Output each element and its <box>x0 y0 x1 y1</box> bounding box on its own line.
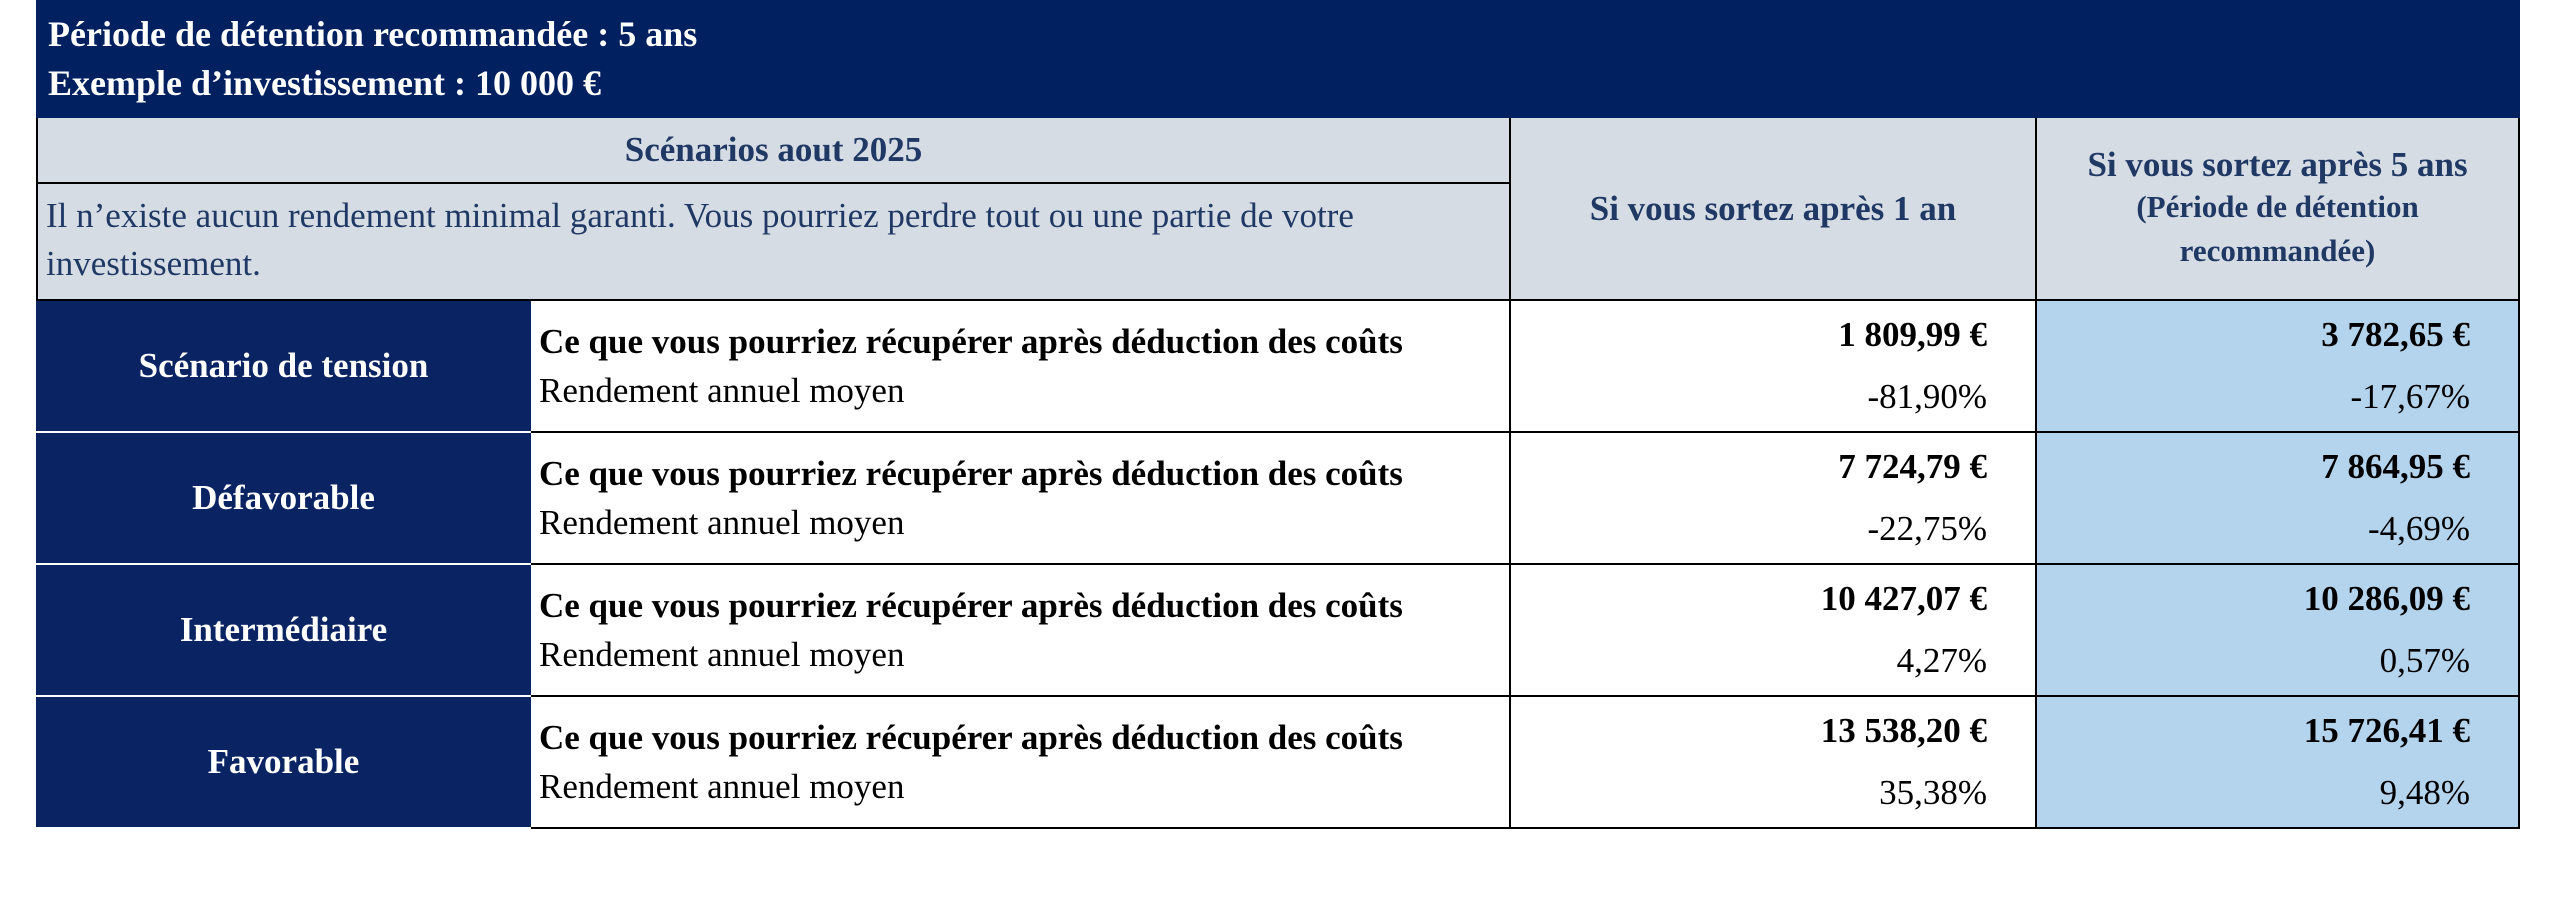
description-bold: Ce que vous pourriez récupérer après déd… <box>539 322 1403 361</box>
amount: 7 864,95 € <box>2321 447 2471 486</box>
amount: 10 286,09 € <box>2303 579 2471 618</box>
annual-return: 35,38% <box>1879 773 1987 812</box>
amount: 7 724,79 € <box>1838 447 1987 486</box>
result-5-year: 15 726,41 € 9,48% <box>2034 695 2521 829</box>
annual-return: -17,67% <box>2350 377 2471 416</box>
result-1-year: 1 809,99 € -81,90% <box>1509 299 2037 433</box>
col-5-years-note: (Période de détention recommandée) <box>2136 188 2419 268</box>
scenario-description: Ce que vous pourriez récupérer après déd… <box>529 431 1511 565</box>
annual-return: -81,90% <box>1867 377 1987 416</box>
description-bold: Ce que vous pourriez récupérer après déd… <box>539 454 1403 493</box>
header-line: Exemple d’investissement : 10 000 € <box>48 63 601 103</box>
result-1-year: 10 427,07 € 4,27% <box>1509 563 2037 697</box>
description-rest: Rendement annuel moyen <box>539 371 905 410</box>
result-5-year: 10 286,09 € 0,57% <box>2034 563 2521 697</box>
description-bold: Ce que vous pourriez récupérer après déd… <box>539 718 1403 757</box>
description-bold: Ce que vous pourriez récupérer après déd… <box>539 586 1403 625</box>
amount: 1 809,99 € <box>1838 315 1987 354</box>
scenario-row: Favorable Ce que vous pourriez récupérer … <box>36 695 2521 829</box>
result-1-year: 13 538,20 € 35,38% <box>1509 695 2037 829</box>
scenario-row: Intermédiaire Ce que vous pourriez récupé… <box>36 563 2521 697</box>
description-rest: Rendement annuel moyen <box>539 767 905 806</box>
annual-return: 4,27% <box>1896 641 1987 680</box>
description-rest: Rendement annuel moyen <box>539 635 905 674</box>
description-rest: Rendement annuel moyen <box>539 503 905 542</box>
amount: 13 538,20 € <box>1820 711 1987 750</box>
scenario-name: Favorable <box>36 695 531 829</box>
annual-return: -4,69% <box>2367 509 2471 548</box>
amount: 10 427,07 € <box>1820 579 1987 618</box>
scenario-name: Scénario de tension <box>36 299 531 433</box>
performance-table: Période de détention recommandée : 5 ans… <box>35 0 2521 829</box>
scenario-description: Ce que vous pourriez récupérer après déd… <box>529 563 1511 697</box>
scenario-name: Intermédiaire <box>36 563 531 697</box>
scenarios-title: Scénarios aout 2025 <box>36 116 1511 184</box>
scenario-description: Ce que vous pourriez récupérer après déd… <box>529 695 1511 829</box>
result-5-year: 3 782,65 € -17,67% <box>2034 299 2521 433</box>
scenario-description: Ce que vous pourriez récupérer après déd… <box>529 299 1511 433</box>
annual-return: 0,57% <box>2379 641 2471 680</box>
scenario-row: Défavorable Ce que vous pourriez récupére… <box>36 431 2521 565</box>
scenario-name: Défavorable <box>36 431 531 565</box>
result-5-year: 7 864,95 € -4,69% <box>2034 431 2521 565</box>
annual-return: -22,75% <box>1867 509 1987 548</box>
result-1-year: 7 724,79 € -22,75% <box>1509 431 2037 565</box>
scenario-row: Scénario de tension Ce que vous pourriez … <box>36 299 2521 433</box>
header: Période de détention recommandée : 5 ans… <box>35 0 2521 118</box>
amount: 15 726,41 € <box>2303 711 2471 750</box>
header-line: Période de détention recommandée : 5 ans <box>48 14 698 54</box>
amount: 3 782,65 € <box>2321 315 2471 354</box>
col-1-year: Si vous sortez après 1 an <box>1509 116 2037 301</box>
disclaimer: Il n’existe aucun rendement minimal gara… <box>36 182 1511 301</box>
col-5-years: Si vous sortez après 5 ans (Période de d… <box>2034 116 2521 301</box>
col-5-years-title: Si vous sortez après 5 ans <box>2087 144 2468 184</box>
annual-return: 9,48% <box>2379 773 2471 812</box>
